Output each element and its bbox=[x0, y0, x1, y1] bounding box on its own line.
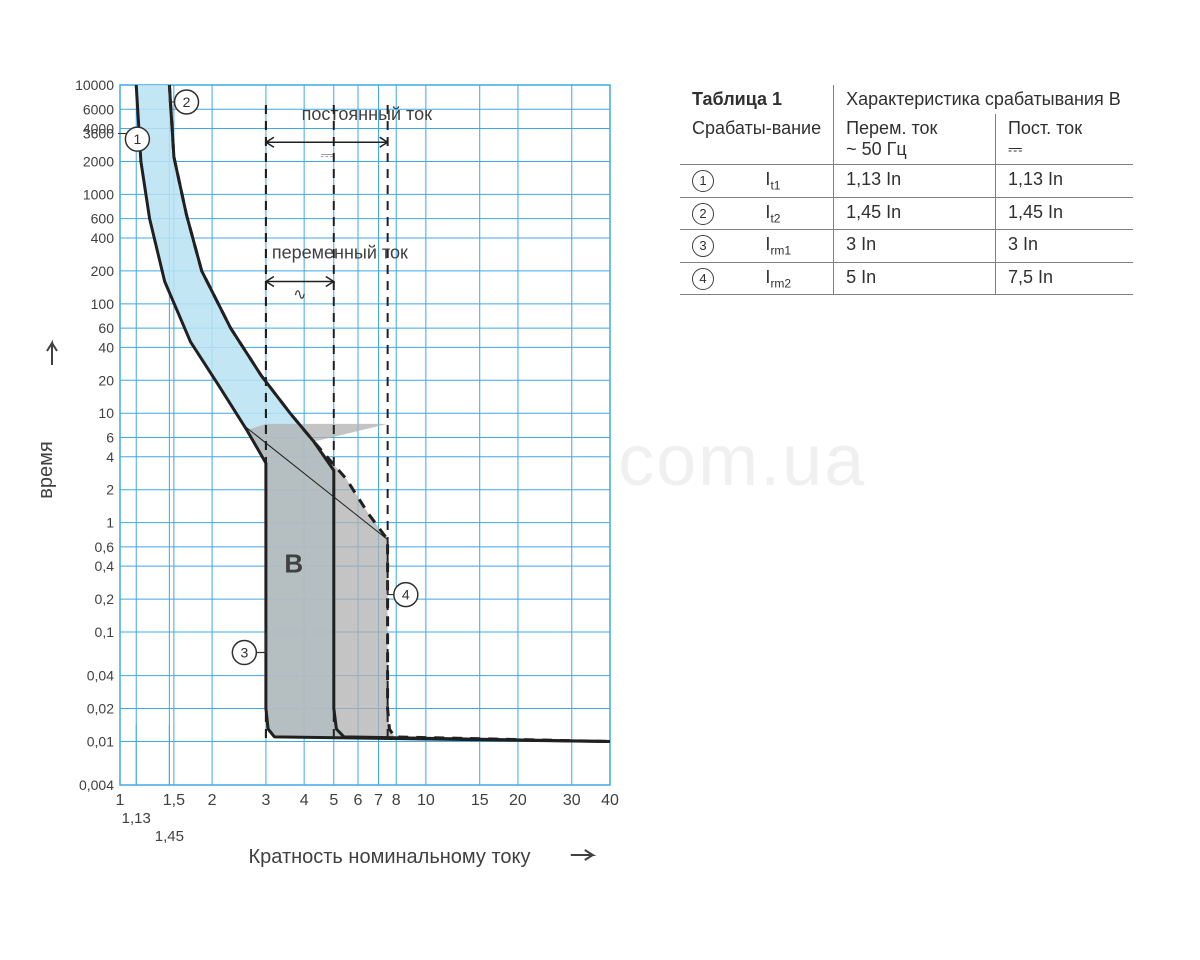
svg-text:30: 30 bbox=[563, 792, 581, 809]
trip-curve-chart: 11,5234567810152030401,131,4510000600040… bbox=[30, 75, 670, 910]
svg-text:2000: 2000 bbox=[83, 153, 114, 169]
svg-text:60: 60 bbox=[98, 320, 114, 336]
svg-text:0,04: 0,04 bbox=[87, 668, 114, 684]
svg-text:B: B bbox=[284, 549, 303, 579]
svg-text:5: 5 bbox=[329, 792, 338, 809]
svg-text:10000: 10000 bbox=[75, 77, 114, 93]
row-dc: 1,45 In bbox=[995, 197, 1132, 230]
col-dc: Пост. ток ⎓ bbox=[995, 114, 1132, 165]
svg-text:1: 1 bbox=[106, 515, 114, 531]
row-dc: 7,5 In bbox=[995, 262, 1132, 295]
svg-text:время: время bbox=[35, 441, 57, 498]
svg-text:3: 3 bbox=[240, 645, 248, 661]
svg-text:40: 40 bbox=[601, 792, 619, 809]
svg-text:0,004: 0,004 bbox=[79, 777, 114, 793]
svg-text:4: 4 bbox=[300, 792, 309, 809]
row-ac: 3 In bbox=[834, 230, 996, 263]
svg-text:600: 600 bbox=[91, 211, 115, 227]
svg-text:8: 8 bbox=[392, 792, 401, 809]
svg-text:0,02: 0,02 bbox=[87, 701, 114, 717]
svg-text:0,6: 0,6 bbox=[95, 539, 115, 555]
col-ac-sublabel: ~ 50 Гц bbox=[846, 139, 907, 159]
row-num: 3 bbox=[680, 230, 753, 263]
svg-text:400: 400 bbox=[91, 230, 115, 246]
table-row: 1It11,13 In1,13 In bbox=[680, 165, 1133, 198]
svg-text:1,13: 1,13 bbox=[122, 810, 151, 827]
col-ac-label: Перем. ток bbox=[846, 118, 937, 138]
col-dc-sublabel: ⎓ bbox=[1008, 139, 1022, 159]
table-title: Таблица 1 bbox=[680, 85, 834, 114]
svg-text:2: 2 bbox=[183, 94, 191, 110]
row-ac: 1,13 In bbox=[834, 165, 996, 198]
svg-text:постоянный ток: постоянный ток bbox=[302, 104, 432, 124]
svg-text:10: 10 bbox=[98, 405, 114, 421]
table-subtitle: Срабаты-вание bbox=[680, 114, 834, 165]
svg-text:1,45: 1,45 bbox=[155, 828, 184, 845]
row-symbol: Irm2 bbox=[753, 262, 833, 295]
svg-text:4: 4 bbox=[402, 587, 410, 603]
col-dc-label: Пост. ток bbox=[1008, 118, 1082, 138]
svg-text:20: 20 bbox=[509, 792, 527, 809]
table-row: 2It21,45 In1,45 In bbox=[680, 197, 1133, 230]
svg-text:2: 2 bbox=[106, 482, 114, 498]
svg-text:0,1: 0,1 bbox=[95, 624, 115, 640]
svg-text:7: 7 bbox=[374, 792, 383, 809]
svg-text:1: 1 bbox=[116, 792, 125, 809]
col-ac: Перем. ток ~ 50 Гц bbox=[834, 114, 996, 165]
svg-text:0,4: 0,4 bbox=[95, 558, 115, 574]
table-header-group: Характеристика срабатывания B bbox=[834, 85, 1133, 114]
svg-text:0,01: 0,01 bbox=[87, 733, 114, 749]
svg-text:∿: ∿ bbox=[293, 286, 306, 303]
svg-text:10: 10 bbox=[417, 792, 435, 809]
row-symbol: It1 bbox=[753, 165, 833, 198]
table-row: 4Irm25 In7,5 In bbox=[680, 262, 1133, 295]
row-dc: 3 In bbox=[995, 230, 1132, 263]
svg-text:6: 6 bbox=[354, 792, 363, 809]
svg-text:40: 40 bbox=[98, 339, 114, 355]
characteristic-table: Таблица 1 Характеристика срабатывания B … bbox=[680, 85, 1160, 295]
svg-text:⎓: ⎓ bbox=[320, 147, 333, 164]
page-root: 001.com.ua 11,5234567810152030401,131,45… bbox=[0, 0, 1200, 960]
svg-text:100: 100 bbox=[91, 296, 115, 312]
svg-text:Кратность номинальному току: Кратность номинальному току bbox=[248, 846, 530, 868]
row-ac: 5 In bbox=[834, 262, 996, 295]
svg-text:3: 3 bbox=[261, 792, 270, 809]
row-num: 4 bbox=[680, 262, 753, 295]
svg-text:20: 20 bbox=[98, 372, 114, 388]
svg-text:1000: 1000 bbox=[83, 186, 114, 202]
svg-text:3600: 3600 bbox=[83, 126, 114, 142]
svg-text:200: 200 bbox=[91, 263, 115, 279]
svg-text:15: 15 bbox=[471, 792, 489, 809]
row-num: 1 bbox=[680, 165, 753, 198]
svg-text:4: 4 bbox=[106, 449, 114, 465]
svg-text:6000: 6000 bbox=[83, 101, 114, 117]
row-symbol: It2 bbox=[753, 197, 833, 230]
svg-text:0,2: 0,2 bbox=[95, 591, 115, 607]
svg-text:1: 1 bbox=[134, 131, 142, 147]
row-num: 2 bbox=[680, 197, 753, 230]
svg-text:2: 2 bbox=[208, 792, 217, 809]
table: Таблица 1 Характеристика срабатывания B … bbox=[680, 85, 1133, 295]
svg-text:переменный ток: переменный ток bbox=[272, 242, 408, 262]
row-dc: 1,13 In bbox=[995, 165, 1132, 198]
svg-text:1,5: 1,5 bbox=[163, 792, 185, 809]
table-row: 3Irm13 In3 In bbox=[680, 230, 1133, 263]
svg-text:6: 6 bbox=[106, 430, 114, 446]
row-ac: 1,45 In bbox=[834, 197, 996, 230]
row-symbol: Irm1 bbox=[753, 230, 833, 263]
